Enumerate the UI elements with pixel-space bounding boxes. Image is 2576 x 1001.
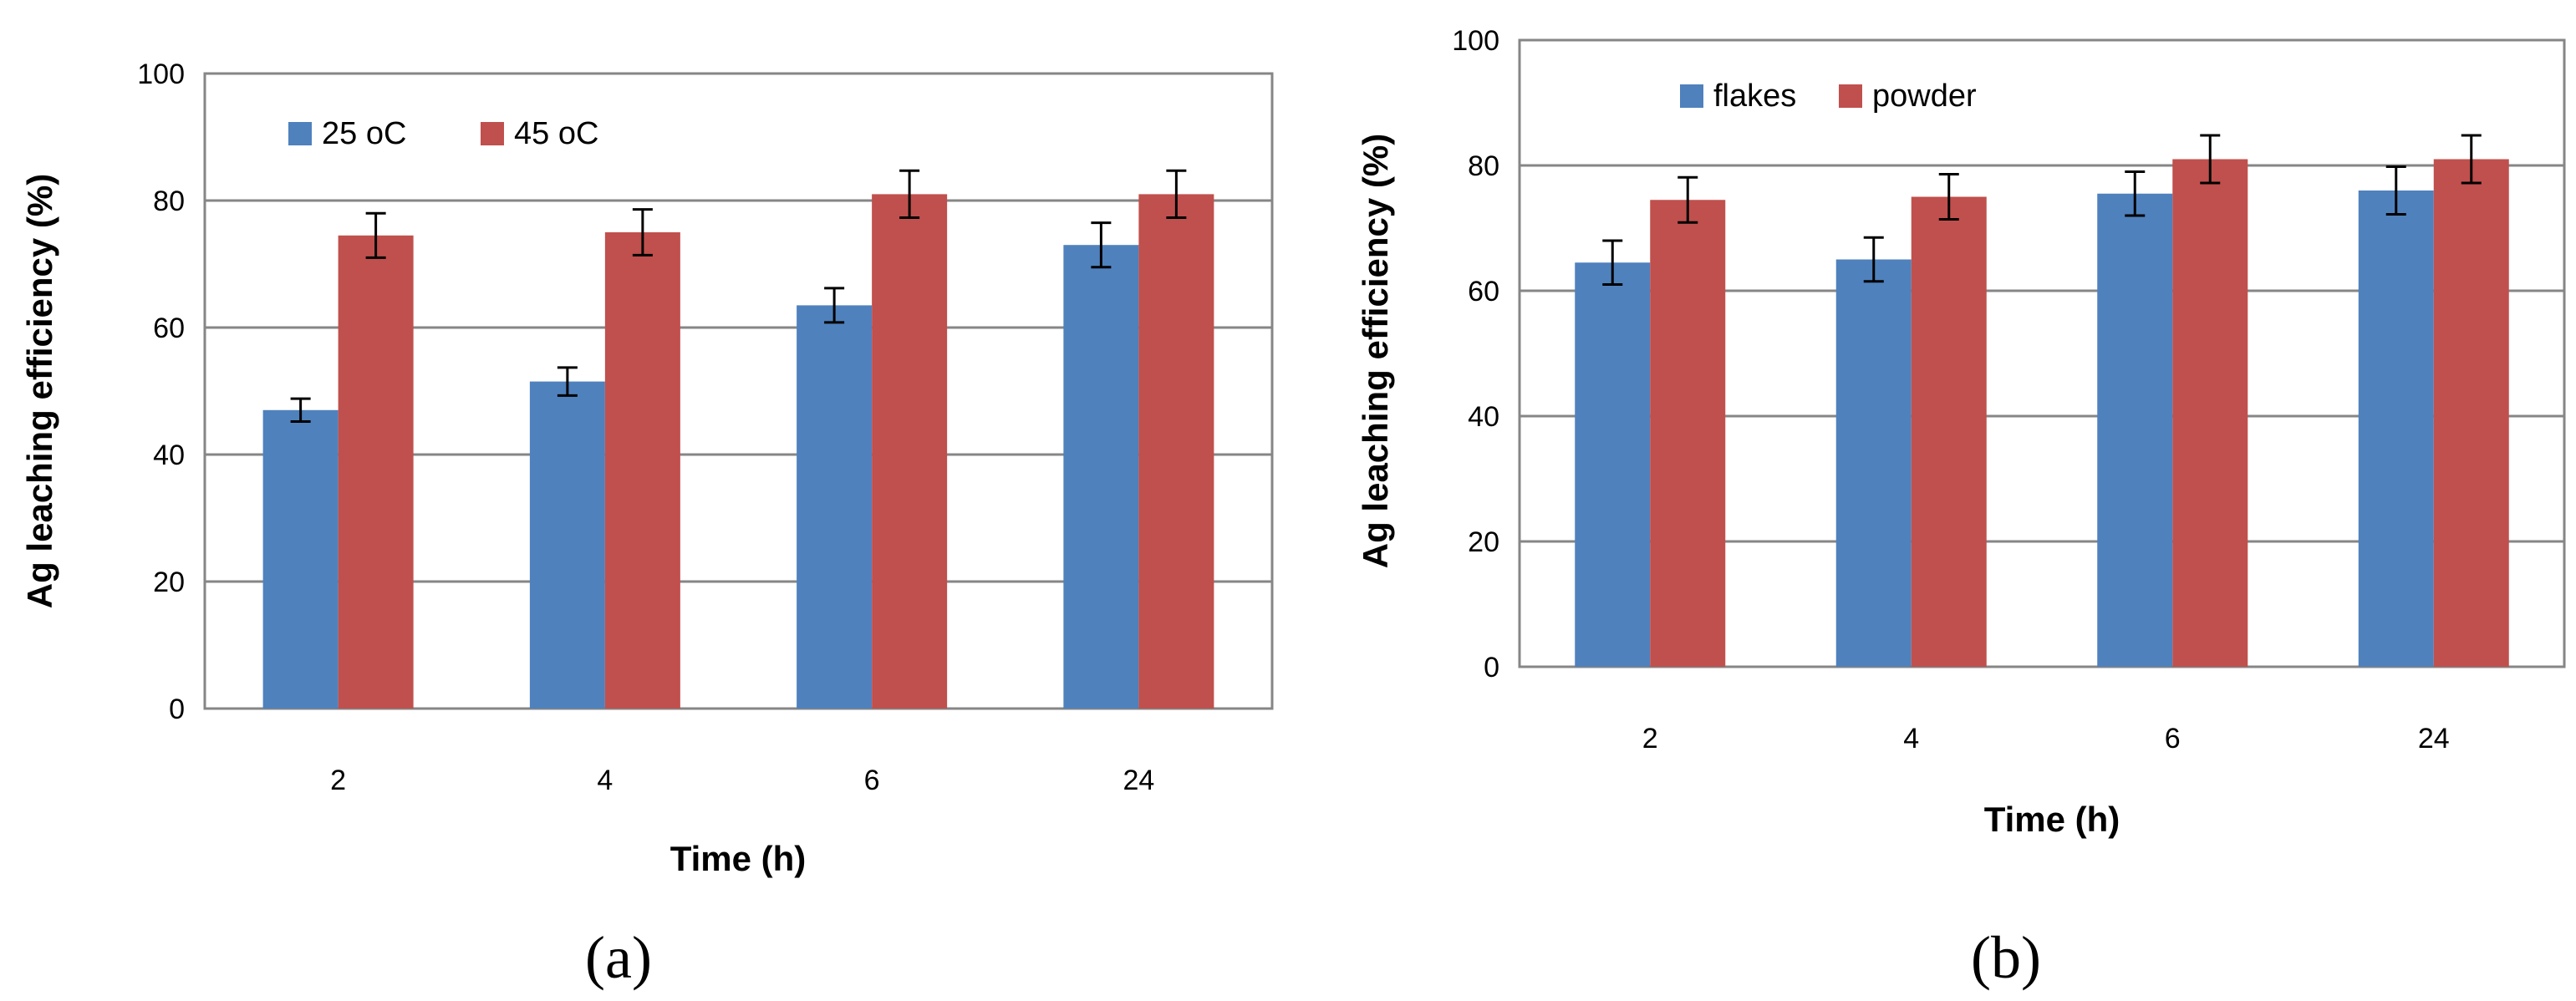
x-tick-label: 2 [1642,723,1658,755]
x-tick-label: 24 [1123,765,1154,796]
bar-45-oc-4 [604,232,680,709]
y-axis-title-b: Ag leaching efficiency (%) [1356,134,1395,568]
y-axis-title-a: Ag leaching efficiency (%) [20,174,59,608]
bar-flakes-24 [2358,191,2434,667]
y-tick-label: 0 [1484,652,1499,683]
y-tick-label: 20 [1468,526,1499,558]
legend-label: flakes [1713,79,1796,114]
x-tick-label: 4 [1903,723,1919,755]
bars-b [1575,159,2509,667]
error-bar [557,366,578,397]
y-tick-label: 40 [153,440,185,471]
error-bar [1938,173,1959,221]
bars-a [262,194,1214,709]
error-bars-b [1602,134,2482,286]
error-bar [2385,165,2406,216]
x-tick-labels-a: 2 4 6 24 [330,765,1154,796]
x-tick-label: 6 [864,765,880,796]
bar-flakes-6 [2097,193,2173,667]
legend-a: 25 oC 45 oC [288,116,598,151]
y-tick-label: 60 [1468,276,1499,307]
error-bar [632,208,653,257]
y-tick-labels-b: 0 20 40 60 80 100 [1452,25,1499,683]
error-bar [1677,175,1698,224]
error-bar [1602,239,1623,286]
y-tick-label: 100 [1452,25,1499,57]
bar-45-oc-2 [338,235,414,709]
bar-powder-4 [1911,196,1987,667]
legend-label: 25 oC [322,116,406,151]
y-tick-labels-a: 0 20 40 60 80 100 [137,58,185,725]
error-bar [290,397,311,423]
bar-25-oc-4 [529,381,605,709]
error-bar [899,169,920,220]
panel-label-b: (b) [1971,924,2041,991]
bar-25-oc-24 [1063,245,1139,709]
bar-flakes-4 [1835,259,1912,667]
bar-powder-24 [2433,159,2509,667]
error-bar [2125,170,2146,217]
legend-swatch [1680,84,1703,108]
y-tick-label: 20 [153,567,185,598]
legend-label: powder [1872,79,1977,114]
x-tick-label: 4 [597,765,613,796]
x-tick-label: 6 [2165,723,2181,755]
bar-powder-2 [1650,200,1726,667]
y-tick-label: 40 [1468,401,1499,433]
bar-flakes-2 [1575,262,1651,667]
legend-swatch [1839,84,1862,108]
error-bar [824,287,845,324]
panel-label-a: (a) [585,924,652,991]
bar-25-oc-6 [797,305,873,709]
bar-powder-6 [2172,159,2248,667]
error-bar [1091,221,1112,269]
x-axis-title-b: Time (h) [1984,800,2120,839]
x-tick-label: 2 [330,765,346,796]
y-tick-label: 0 [169,694,185,725]
error-bar [2461,134,2482,185]
x-tick-labels-b: 2 4 6 24 [1642,723,2450,755]
error-bar [1863,236,1884,283]
bar-25-oc-2 [262,409,339,709]
y-tick-label: 100 [137,58,185,90]
bar-45-oc-24 [1138,194,1214,709]
error-bar [1166,169,1187,220]
y-tick-label: 80 [153,185,185,217]
bar-45-oc-6 [872,194,948,709]
y-tick-label: 80 [1468,150,1499,182]
x-tick-label: 24 [2418,723,2450,755]
x-axis-title-a: Time (h) [670,839,807,878]
legend-label: 45 oC [514,116,598,151]
legend-swatch [288,122,312,145]
error-bar [365,211,386,259]
error-bars-a [290,169,1187,423]
error-bar [2200,134,2221,185]
legend-b: flakes powder [1680,79,1977,114]
legend-swatch [481,122,504,145]
y-tick-label: 60 [153,312,185,344]
